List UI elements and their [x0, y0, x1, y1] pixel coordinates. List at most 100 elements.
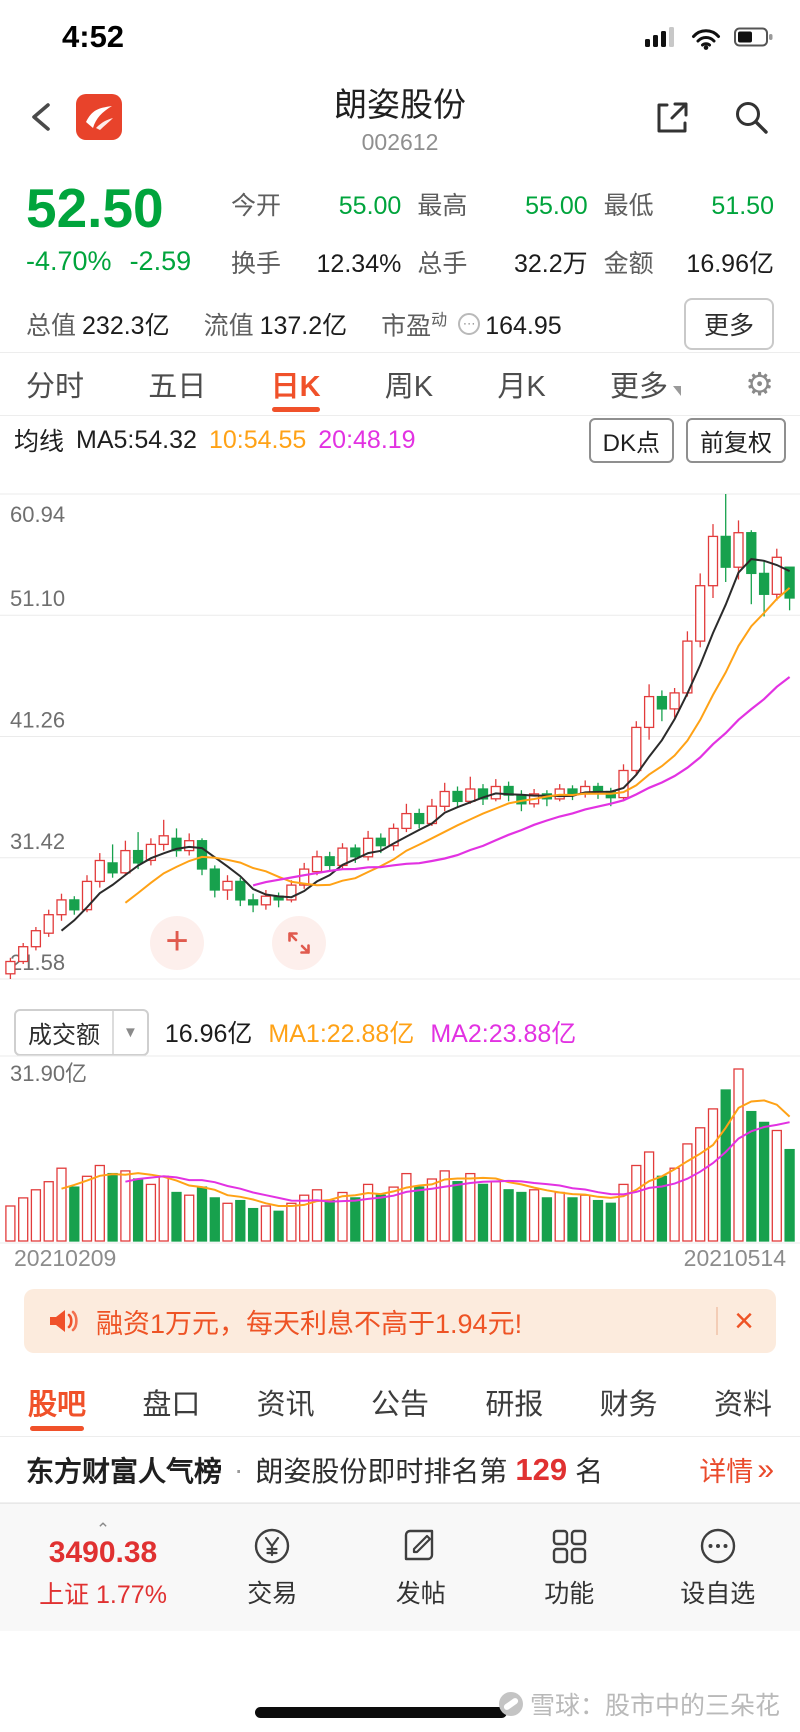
field-label: 换手	[231, 250, 282, 278]
back-button[interactable]	[28, 95, 68, 139]
volume-chart[interactable]: 31.90亿	[0, 1055, 800, 1245]
megaphone-icon	[50, 1310, 78, 1332]
field-label: 市盈动	[381, 311, 448, 341]
gear-icon[interactable]: ⚙	[745, 366, 774, 402]
search-icon[interactable]	[730, 96, 772, 138]
status-time: 4:52	[62, 19, 125, 54]
price-block: 52.50 -4.70% -2.59	[26, 180, 231, 280]
field-label: 今开	[231, 192, 282, 220]
header-actions	[652, 96, 772, 138]
last-price: 52.50	[26, 177, 164, 239]
dots-info-icon[interactable]: ⋯	[458, 312, 481, 335]
volume-svg: 31.90亿	[0, 1055, 800, 1245]
rank-detail-link[interactable]: 详情 »	[699, 1452, 774, 1488]
rank-text: 朗姿股份即时排名第	[255, 1455, 508, 1487]
tab-news[interactable]: 资讯	[256, 1388, 315, 1421]
field-value: 137.2亿	[259, 312, 348, 340]
date-start: 20210209	[14, 1245, 117, 1271]
tab-announcements[interactable]: 公告	[370, 1388, 429, 1421]
popularity-rank-bar[interactable]: 东方财富人气榜 · 朗姿股份即时排名第 129 名 详情 »	[0, 1437, 800, 1503]
trade-button[interactable]: 交易	[198, 1525, 347, 1610]
home-indicator[interactable]	[255, 1707, 507, 1718]
wifi-icon	[692, 28, 720, 50]
quote-grid: 今开 55.00 最高 55.00 最低 51.50 换手 12.34% 总手 32.2万…	[231, 180, 774, 280]
ma5-value: MA5:54.32	[76, 425, 197, 454]
field-label: 最低	[603, 192, 654, 220]
volume-amount: 16.96亿	[164, 1020, 253, 1048]
status-icons	[644, 25, 774, 50]
banner-wrap: 融资1万元，每天利息不高于1.94元! ×	[0, 1275, 800, 1367]
tab-five-day[interactable]: 五日	[148, 371, 207, 403]
rank-number: 129	[515, 1451, 568, 1487]
field-value: 51.50	[711, 192, 774, 220]
change-absolute: -2.59	[129, 246, 192, 277]
tab-guba[interactable]: 股吧	[28, 1367, 86, 1436]
app-logo-icon[interactable]	[76, 94, 122, 140]
tab-profile[interactable]: 资料	[713, 1388, 772, 1421]
features-button[interactable]: 功能	[495, 1525, 644, 1610]
svg-text:51.10: 51.10	[10, 586, 65, 611]
tab-more-periods[interactable]: 更多	[610, 353, 682, 415]
field-value: 55.00	[525, 192, 588, 220]
rank-suffix: 名	[575, 1455, 604, 1487]
battery-icon	[734, 27, 773, 47]
app-header: 朗姿股份 002612	[0, 64, 800, 170]
rank-dot: ·	[234, 1453, 244, 1485]
promo-banner[interactable]: 融资1万元，每天利息不高于1.94元! ×	[24, 1289, 776, 1353]
quote-panel: 52.50 -4.70% -2.59 今开 55.00 最高 55.00 最低 51.…	[0, 170, 800, 352]
field-value: 16.96亿	[686, 250, 774, 278]
ma20-value: 20:48.19	[318, 425, 416, 454]
circle-dots-icon	[700, 1528, 735, 1564]
field-value: 12.34%	[316, 250, 402, 278]
grid-icon	[553, 1529, 587, 1564]
index-name: 上证	[39, 1581, 90, 1609]
volume-header: 成交额 ▼ 16.96亿 MA1:22.88亿 MA2:23.88亿	[0, 1008, 800, 1056]
dk-point-button[interactable]: DK点	[588, 417, 674, 463]
svg-text:31.42: 31.42	[10, 829, 65, 854]
xueqiu-logo-icon	[498, 1692, 523, 1716]
chevron-up-icon[interactable]: ⌃	[95, 1520, 111, 1539]
kline-svg: 60.94 51.10 41.26 31.42 21.58	[0, 464, 800, 1009]
volume-ma1: MA1:22.88亿	[268, 1020, 415, 1048]
info-tabs: 股吧 盘口 资讯 公告 研报 财务 资料	[0, 1367, 800, 1437]
add-indicator-button[interactable]: +	[150, 916, 204, 970]
double-chevron-right-icon: »	[757, 1452, 774, 1486]
rank-brand: 东方财富人气榜	[26, 1455, 223, 1487]
caret-down-icon	[673, 386, 682, 396]
tab-financials[interactable]: 财务	[599, 1388, 658, 1421]
field-value: 232.3亿	[82, 312, 170, 340]
tab-daily-k[interactable]: 日K	[271, 353, 321, 415]
index-summary[interactable]: ⌃ 3490.38 上证 1.77%	[8, 1520, 198, 1611]
banner-close-button[interactable]: ×	[734, 1302, 754, 1340]
svg-text:60.94: 60.94	[10, 502, 65, 527]
field-label: 金额	[603, 250, 654, 278]
status-bar: 4:52	[0, 0, 800, 64]
banner-text: 融资1万元，每天利息不高于1.94元!	[96, 1308, 523, 1339]
kline-chart[interactable]: 60.94 51.10 41.26 31.42 21.58 +	[0, 464, 800, 1009]
tab-research[interactable]: 研报	[485, 1388, 544, 1421]
svg-text:41.26: 41.26	[10, 708, 65, 733]
date-axis: 20210209 20210514	[0, 1245, 800, 1275]
field-label: 最高	[417, 192, 468, 220]
quote-row-3: 总值 232.3亿 流值 137.2亿 市盈动 ⋯ 164.95 更多	[26, 298, 774, 350]
volume-type-select[interactable]: 成交额 ▼	[14, 1008, 149, 1056]
cellular-signal-icon	[645, 27, 674, 47]
yuan-circle-icon	[255, 1528, 290, 1564]
svg-text:31.90亿: 31.90亿	[10, 1061, 87, 1086]
tab-monthly-k[interactable]: 月K	[497, 371, 546, 403]
pencil-square-icon	[404, 1529, 433, 1561]
tab-minute[interactable]: 分时	[26, 371, 85, 403]
chevron-left-icon	[32, 103, 50, 131]
forward-adjust-button[interactable]: 前复权	[686, 417, 786, 463]
tab-pankou[interactable]: 盘口	[142, 1388, 201, 1421]
bottom-toolbar: ⌃ 3490.38 上证 1.77% 交易 发帖 功能	[0, 1503, 800, 1631]
tab-weekly-k[interactable]: 周K	[384, 371, 434, 403]
field-label: 总手	[417, 250, 468, 278]
post-button[interactable]: 发帖	[347, 1525, 496, 1610]
watermark: 雪球：股市中的三朵花	[498, 1686, 780, 1722]
more-button[interactable]: 更多	[683, 298, 774, 350]
watchlist-settings-button[interactable]: 设自选	[644, 1525, 793, 1610]
expand-arrows-icon	[288, 932, 310, 954]
share-icon[interactable]	[652, 96, 694, 138]
fullscreen-button[interactable]	[272, 916, 326, 970]
